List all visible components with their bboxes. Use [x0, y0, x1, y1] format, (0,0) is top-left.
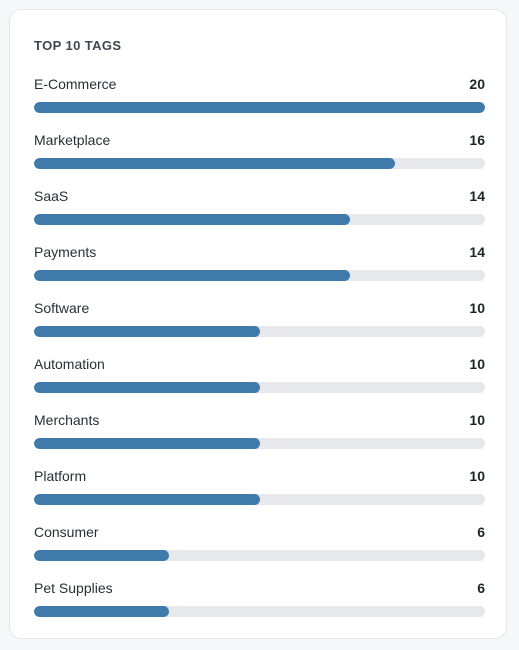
tag-list: E-Commerce 20 Marketplace 16 SaaS 14 Pay… — [34, 76, 485, 636]
tag-row: Merchants 10 — [34, 412, 485, 468]
tag-count: 10 — [469, 412, 485, 428]
tag-row: Pet Supplies 6 — [34, 580, 485, 636]
tag-bar-fill — [34, 158, 395, 169]
tag-label: Consumer — [34, 524, 99, 540]
tag-count: 6 — [477, 580, 485, 596]
tag-bar-track — [34, 270, 485, 281]
tag-count: 14 — [469, 244, 485, 260]
tag-count: 10 — [469, 356, 485, 372]
tag-row: Automation 10 — [34, 356, 485, 412]
tag-bar-track — [34, 550, 485, 561]
tag-bar-fill — [34, 382, 260, 393]
tag-bar-track — [34, 382, 485, 393]
tag-count: 10 — [469, 468, 485, 484]
tag-bar-fill — [34, 270, 350, 281]
tag-bar-track — [34, 494, 485, 505]
tag-count: 16 — [469, 132, 485, 148]
tag-count: 14 — [469, 188, 485, 204]
tag-row: Payments 14 — [34, 244, 485, 300]
tag-bar-track — [34, 102, 485, 113]
tag-label: E-Commerce — [34, 76, 117, 92]
tag-row: Software 10 — [34, 300, 485, 356]
tag-bar-fill — [34, 102, 485, 113]
tag-bar-fill — [34, 494, 260, 505]
tag-bar-track — [34, 214, 485, 225]
tag-label: Merchants — [34, 412, 100, 428]
tag-bar-fill — [34, 214, 350, 225]
tag-label: Software — [34, 300, 90, 316]
card-title: TOP 10 TAGS — [34, 38, 122, 53]
tag-bar-fill — [34, 326, 260, 337]
tag-label: SaaS — [34, 188, 69, 204]
tag-bar-fill — [34, 438, 260, 449]
tag-label: Platform — [34, 468, 87, 484]
tag-bar-fill — [34, 606, 170, 617]
tag-row: Platform 10 — [34, 468, 485, 524]
tag-row: Marketplace 16 — [34, 132, 485, 188]
tag-row: Consumer 6 — [34, 524, 485, 580]
tag-bar-track — [34, 606, 485, 617]
tag-label: Marketplace — [34, 132, 111, 148]
tag-count: 10 — [469, 300, 485, 316]
tag-count: 6 — [477, 524, 485, 540]
top-tags-card: TOP 10 TAGS E-Commerce 20 Marketplace 16… — [9, 9, 507, 639]
tag-bar-track — [34, 158, 485, 169]
tag-bar-track — [34, 326, 485, 337]
tag-count: 20 — [469, 76, 485, 92]
tag-bar-fill — [34, 550, 170, 561]
tag-label: Pet Supplies — [34, 580, 113, 596]
tag-row: SaaS 14 — [34, 188, 485, 244]
tag-label: Automation — [34, 356, 105, 372]
tag-bar-track — [34, 438, 485, 449]
tag-label: Payments — [34, 244, 97, 260]
tag-row: E-Commerce 20 — [34, 76, 485, 132]
